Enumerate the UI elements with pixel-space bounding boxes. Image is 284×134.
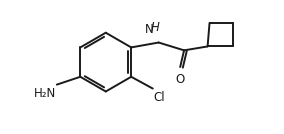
Text: H: H xyxy=(150,21,159,34)
Text: H₂N: H₂N xyxy=(34,87,56,100)
Text: Cl: Cl xyxy=(154,90,165,103)
Text: O: O xyxy=(176,73,185,86)
Text: N: N xyxy=(145,23,153,36)
